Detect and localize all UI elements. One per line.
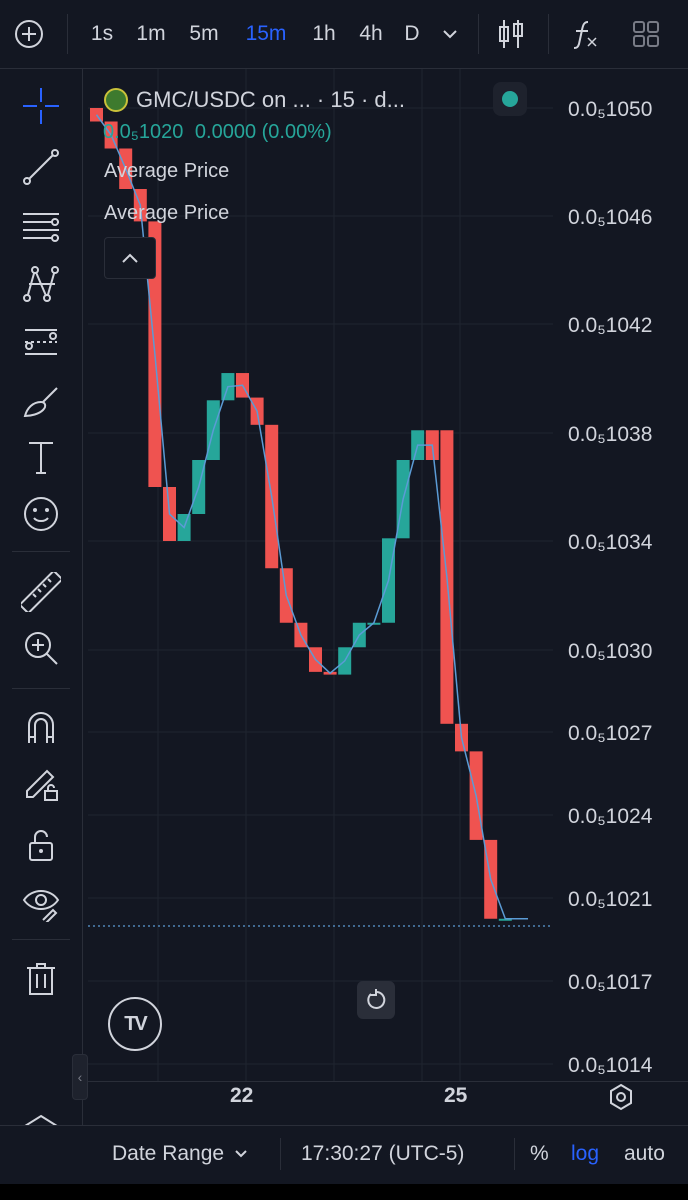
y-tick-label: 0.0₅1017 <box>568 971 652 994</box>
y-tick-label: 0.0₅1034 <box>568 531 653 554</box>
market-status[interactable] <box>493 82 527 116</box>
lock-icon[interactable] <box>20 824 62 866</box>
collapse-legend-button[interactable] <box>104 237 156 279</box>
ruler-icon[interactable] <box>20 571 62 613</box>
symbol-title: GMC/USDC on ... · 15 · d... <box>136 87 405 112</box>
collapse-toolbar-icon[interactable]: ‹ <box>72 1054 88 1100</box>
chevron-down-icon <box>235 1150 247 1158</box>
brush-icon[interactable] <box>20 381 62 423</box>
y-tick-label: 0.0₅1021 <box>568 888 652 911</box>
legend-values: 0.0₅1020 0.0000 (0.00%) <box>103 121 332 144</box>
interval-4h[interactable]: 4h <box>359 22 383 45</box>
candle <box>498 918 512 921</box>
y-tick-label: 0.0₅1046 <box>568 206 652 229</box>
indicator-average-price-2[interactable]: Average Price <box>104 202 230 224</box>
date-range-button[interactable]: Date Range <box>112 1125 248 1183</box>
log-toggle[interactable]: log <box>571 1142 600 1165</box>
date-range-label: Date Range <box>112 1142 225 1165</box>
candle <box>90 108 103 122</box>
pattern-icon[interactable] <box>20 263 62 305</box>
crosshair-icon[interactable] <box>20 85 62 127</box>
bottom-strip <box>0 1184 688 1200</box>
indicator-average-price-1[interactable]: Average Price <box>104 160 230 182</box>
gmc-coin-logo <box>104 88 128 112</box>
magnet-icon[interactable] <box>20 706 62 748</box>
settings-icon[interactable] <box>606 1082 636 1112</box>
y-tick-label: 0.0₅1014 <box>568 1054 653 1077</box>
y-tick-label: 0.0₅1050 <box>568 98 652 121</box>
drawing-toolbar <box>0 69 83 1144</box>
auto-toggle[interactable]: auto <box>624 1142 665 1165</box>
y-tick-label: 0.0₅1024 <box>568 805 653 828</box>
chevron-down-icon[interactable] <box>436 0 464 68</box>
legend-price: 0.0₅1020 <box>103 121 184 143</box>
y-tick-label: 0.0₅1038 <box>568 423 652 446</box>
tradingview-logo[interactable]: TV <box>108 997 162 1051</box>
lock-drawing-icon[interactable] <box>20 762 62 804</box>
interval-1s[interactable]: 1s <box>90 22 114 45</box>
chevron-up-icon <box>122 253 138 263</box>
legend-change: 0.0000 (0.00%) <box>194 121 332 143</box>
add-symbol-icon[interactable] <box>10 0 48 68</box>
symbol-legend[interactable]: GMC/USDC on ... · 15 · d... <box>104 84 405 116</box>
fib-retracement-icon[interactable] <box>20 205 62 247</box>
forecast-icon[interactable] <box>20 321 62 363</box>
interval-d[interactable]: D <box>404 22 420 45</box>
x-tick-25: 25 <box>444 1084 468 1107</box>
top-toolbar: 1s 1m 5m 15m 1h 4h D <box>0 0 688 69</box>
emoji-icon[interactable] <box>20 493 62 535</box>
time-axis[interactable] <box>88 1081 688 1126</box>
text-icon[interactable] <box>20 436 62 478</box>
bottom-toolbar <box>0 1125 688 1184</box>
interval-1m[interactable]: 1m <box>136 22 166 45</box>
reset-icon <box>367 989 386 1009</box>
eye-icon[interactable] <box>20 881 62 923</box>
market-open-icon <box>502 91 518 107</box>
y-tick-label: 0.0₅1027 <box>568 722 652 745</box>
candle <box>367 622 381 625</box>
percent-toggle[interactable]: % <box>530 1142 549 1165</box>
y-tick-label: 0.0₅1042 <box>568 314 652 337</box>
candles-icon[interactable] <box>494 0 528 68</box>
trend-line-icon[interactable] <box>20 146 62 188</box>
average-price-line <box>95 114 528 920</box>
timezone-button[interactable]: 17:30:27 (UTC-5) <box>301 1142 465 1165</box>
reset-chart-button[interactable] <box>357 981 395 1019</box>
zoom-in-icon[interactable] <box>20 627 62 669</box>
interval-1h[interactable]: 1h <box>312 22 336 45</box>
y-tick-label: 0.0₅1030 <box>568 640 652 663</box>
trash-icon[interactable] <box>20 958 62 1000</box>
price-chart[interactable]: 0.0₅1050 0.0₅1046 0.0₅1042 0.0₅1038 0.0₅1034… <box>88 69 688 1081</box>
interval-15m[interactable]: 15m <box>245 22 287 45</box>
indicators-icon[interactable] <box>566 0 602 68</box>
layout-icon[interactable] <box>628 0 664 68</box>
x-tick-22: 22 <box>230 1084 254 1107</box>
interval-5m[interactable]: 5m <box>189 22 219 45</box>
